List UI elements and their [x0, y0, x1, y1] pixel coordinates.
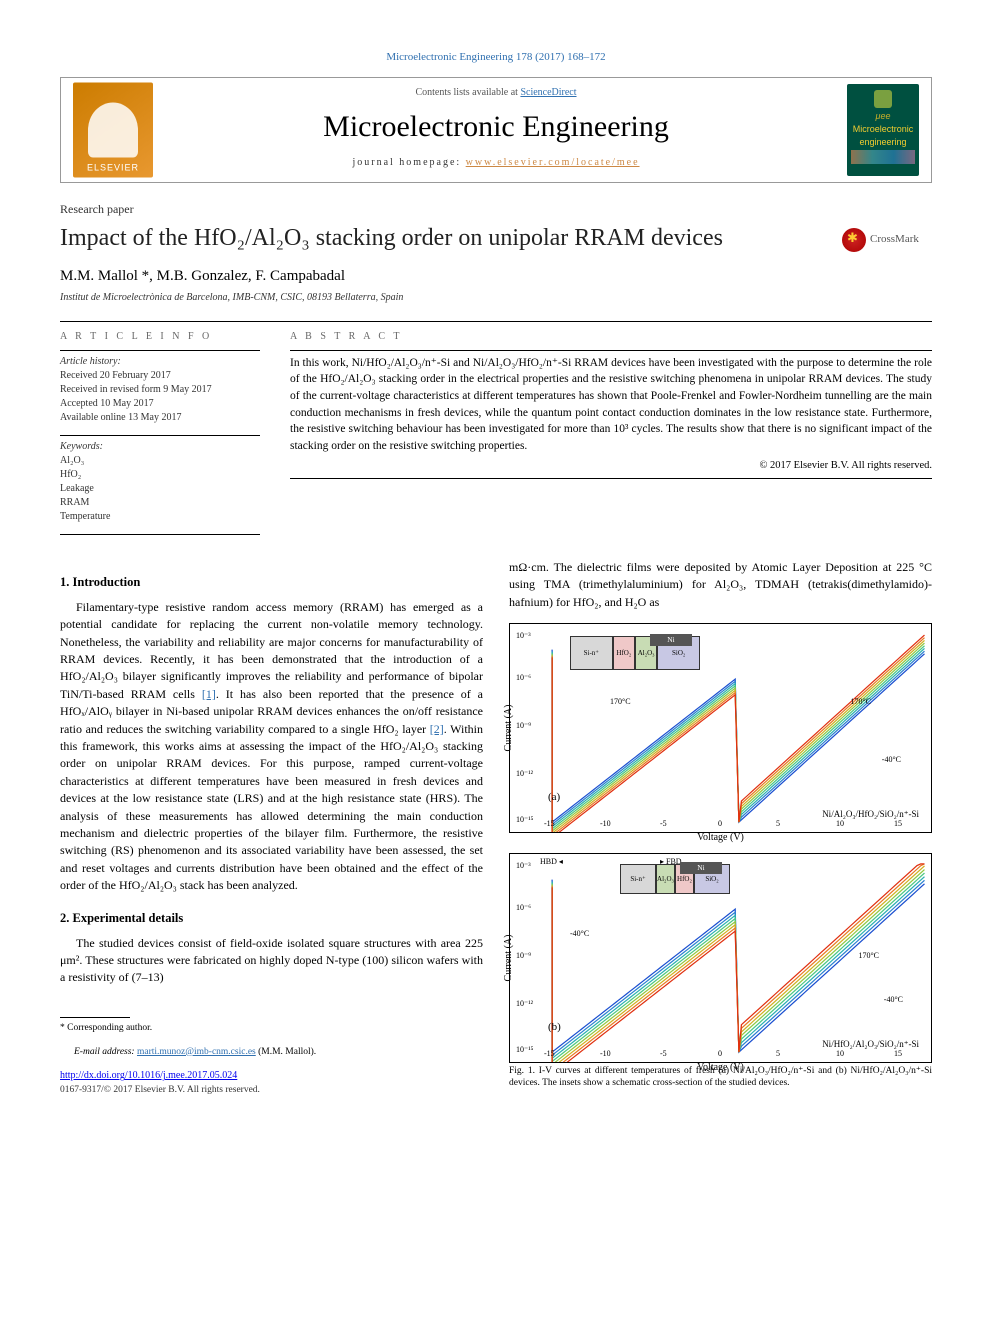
body-paragraph: Filamentary-type resistive random access… — [60, 599, 483, 895]
abstract-heading: A B S T R A C T — [290, 330, 932, 344]
temp-label: -40°C — [570, 928, 589, 940]
sciencedirect-link[interactable]: ScienceDirect — [520, 87, 576, 98]
homepage-link[interactable]: www.elsevier.com/locate/mee — [466, 157, 640, 168]
temp-label: 170°C — [610, 696, 631, 708]
body-paragraph: The studied devices consist of field-oxi… — [60, 935, 483, 987]
ref-link-1[interactable]: [1] — [202, 687, 216, 701]
affiliation: Institut de Microelectrònica de Barcelon… — [60, 291, 932, 305]
inset-cross-section-b: Si-n⁺ Al₂O₃ HfO₂ SiO₂ Ni — [620, 864, 730, 894]
corresponding-author-note: * Corresponding author. — [60, 1022, 483, 1036]
authors: M.M. Mallol *, M.B. Gonzalez, F. Campaba… — [60, 266, 932, 287]
temp-label: 170°C — [850, 696, 871, 708]
history-line: Received 20 February 2017 — [60, 369, 260, 383]
paper-type: Research paper — [60, 201, 932, 218]
crossmark-label: CrossMark — [870, 232, 919, 247]
panel-label: (b) — [548, 1020, 561, 1036]
figure-1-panel-b: HBD ◂ ▸ FBD Si-n⁺ Al₂O₃ HfO₂ SiO₂ Ni -40… — [509, 853, 932, 1063]
hbd-label: HBD ◂ — [540, 856, 563, 868]
y-axis-label: Current (A) — [502, 704, 517, 751]
contents-available: Contents lists available at ScienceDirec… — [61, 86, 931, 100]
figure-1: Si-n⁺ HfO₂ Al₂O₃ SiO₂ Ni 170°C 170°C -40… — [509, 623, 932, 1090]
email-footnote: E-mail address: marti.munoz@imb-cnm.csic… — [60, 1046, 483, 1060]
history-line: Available online 13 May 2017 — [60, 411, 260, 425]
journal-cover-icon: μee Microelectronic engineering — [847, 84, 919, 176]
x-axis-label: Voltage (V) — [697, 1061, 744, 1076]
journal-title: Microelectronic Engineering — [61, 106, 931, 148]
history-line: Received in revised form 9 May 2017 — [60, 383, 260, 397]
copyright: © 2017 Elsevier B.V. All rights reserved… — [290, 459, 932, 474]
crossmark-icon — [842, 228, 866, 252]
history-line: Accepted 10 May 2017 — [60, 397, 260, 411]
history-title: Article history: — [60, 355, 260, 369]
temp-label: -40°C — [882, 754, 901, 766]
keyword: RRAM — [60, 496, 260, 510]
keyword: Al₂O₃ — [60, 454, 260, 468]
abstract-text: In this work, Ni/HfO₂/Al₂O₃/n⁺-Si and Ni… — [290, 355, 932, 455]
body-paragraph: mΩ·cm. The dielectric films were deposit… — [509, 559, 932, 611]
crossmark-badge[interactable]: CrossMark — [842, 226, 932, 254]
section-2-title: 2. Experimental details — [60, 909, 483, 927]
temp-label: -40°C — [884, 994, 903, 1006]
paper-title: Impact of the HfO₂/Al₂O₃ stacking order … — [60, 222, 842, 256]
elsevier-logo: ELSEVIER — [73, 83, 153, 178]
article-info-heading: A R T I C L E I N F O — [60, 330, 260, 344]
panel-label: (a) — [548, 790, 560, 806]
issn-line: 0167-9317/© 2017 Elsevier B.V. All right… — [60, 1084, 483, 1098]
doi-link[interactable]: http://dx.doi.org/10.1016/j.mee.2017.05.… — [60, 1070, 237, 1081]
y-axis-label: Current (A) — [502, 934, 517, 981]
journal-header: ELSEVIER μee Microelectronic engineering… — [60, 77, 932, 183]
journal-ref-link[interactable]: Microelectronic Engineering 178 (2017) 1… — [60, 50, 932, 65]
keyword: Temperature — [60, 510, 260, 524]
section-1-title: 1. Introduction — [60, 573, 483, 591]
keywords-title: Keywords: — [60, 440, 260, 454]
ref-link-2[interactable]: [2] — [430, 722, 444, 736]
keyword: Leakage — [60, 482, 260, 496]
inset-cross-section-a: Si-n⁺ HfO₂ Al₂O₃ SiO₂ Ni — [570, 636, 700, 670]
figure-1-panel-a: Si-n⁺ HfO₂ Al₂O₃ SiO₂ Ni 170°C 170°C -40… — [509, 623, 932, 833]
homepage-line: journal homepage: www.elsevier.com/locat… — [61, 156, 931, 170]
email-link[interactable]: marti.munoz@imb-cnm.csic.es — [137, 1047, 256, 1057]
x-axis-label: Voltage (V) — [697, 831, 744, 846]
keyword: HfO₂ — [60, 468, 260, 482]
temp-label: 170°C — [858, 950, 879, 962]
